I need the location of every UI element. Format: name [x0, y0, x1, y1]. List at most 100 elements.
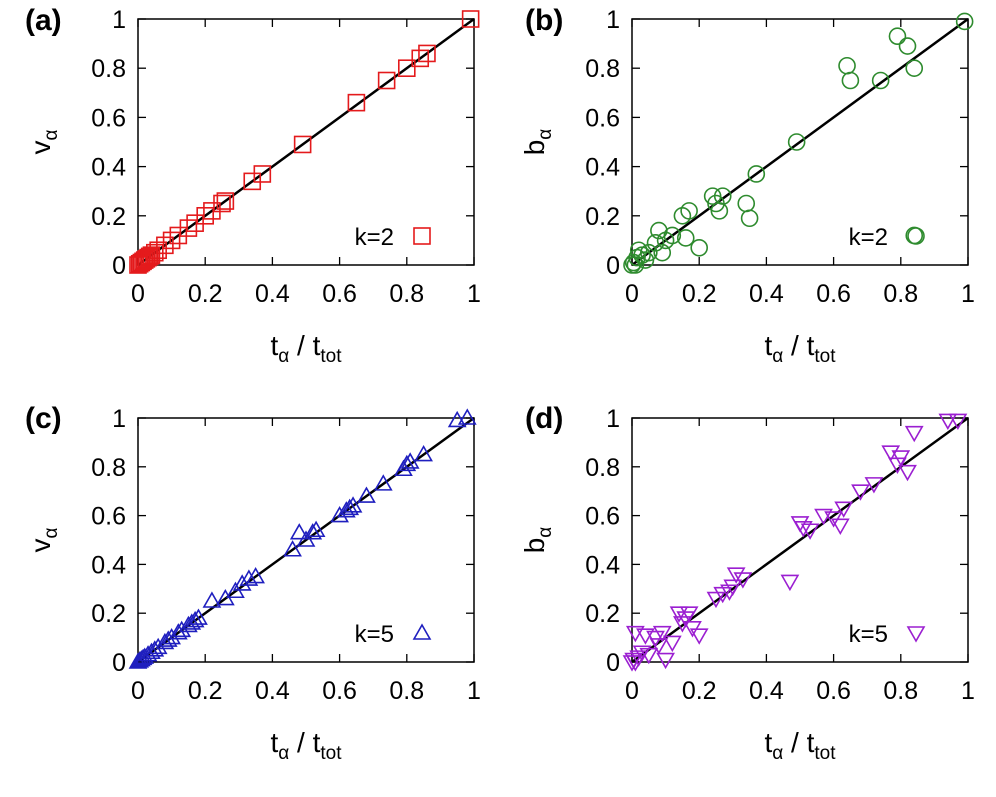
- data-point: [202, 591, 222, 608]
- y-tick-label: 0.6: [91, 104, 126, 132]
- x-axis-label: tα / ttot: [270, 727, 342, 764]
- data-point: [461, 10, 480, 28]
- data-point: [156, 236, 174, 255]
- data-point: [656, 652, 675, 670]
- data-point: [948, 413, 968, 431]
- data-point: [632, 645, 652, 662]
- x-tick-label: 0.2: [188, 677, 223, 705]
- x-tick-label: 0.4: [255, 280, 290, 308]
- data-point: [343, 496, 363, 513]
- y-tick-label: 0: [606, 252, 620, 280]
- x-axis-label-sep: /: [783, 330, 806, 361]
- data-point: [706, 591, 726, 609]
- plot-frame: [137, 18, 475, 266]
- data-point: [397, 454, 417, 472]
- x-tick-label: 0.6: [816, 280, 851, 308]
- data-point: [196, 207, 214, 225]
- y-axis-label-main: b: [519, 140, 550, 156]
- data-point: [747, 165, 766, 183]
- y-tick-label: 0.4: [585, 154, 620, 182]
- x-axis-label-den_sub: tot: [814, 743, 836, 764]
- x-tick-label: 0: [625, 280, 639, 308]
- y-tick-label: 0.8: [585, 454, 620, 482]
- x-axis-label-main_sub: α: [278, 346, 289, 367]
- x-tick-label: 1: [961, 280, 975, 308]
- data-point: [737, 194, 756, 213]
- series-0: [623, 12, 974, 274]
- x-tick-label: 0: [131, 677, 145, 705]
- x-tick-label: 0.8: [389, 280, 424, 308]
- y-tick-label: 0.2: [585, 203, 620, 231]
- y-tick-label: 0.6: [585, 104, 620, 132]
- panel-c: (c)0 0.2 0.4 0.6 0.8 100.20.40.60.81k=5tα / t…: [25, 402, 481, 764]
- data-point: [793, 520, 813, 538]
- panel-b: (b)0 0.2 0.4 0.6 0.8 100.20.40.60.81k=2tα / t…: [519, 4, 975, 367]
- data-point: [652, 625, 672, 643]
- data-point: [239, 569, 259, 586]
- data-point: [838, 56, 856, 75]
- data-point: [851, 484, 870, 501]
- data-point: [653, 243, 672, 262]
- data-point: [347, 93, 366, 112]
- y-axis-label-main_sub: α: [535, 129, 556, 140]
- panel-d: (d)0 0.2 0.4 0.6 0.8 100.20.40.60.81k=5tα / t…: [519, 402, 975, 764]
- y-axis-label-main: v: [25, 538, 56, 552]
- data-point: [133, 648, 153, 666]
- data-point: [830, 518, 850, 535]
- panel-letter: (d): [525, 402, 563, 435]
- y-axis-label: bα: [519, 527, 556, 554]
- y-tick-label: 0.4: [91, 551, 126, 579]
- data-point: [155, 632, 175, 650]
- data-point: [232, 574, 252, 591]
- data-point: [669, 606, 689, 623]
- data-point: [689, 628, 709, 645]
- data-point: [723, 579, 743, 596]
- data-point: [306, 520, 326, 538]
- y-axis-label-main: v: [25, 140, 56, 154]
- y-axis-label-group: bα: [519, 527, 556, 554]
- data-point: [834, 501, 854, 518]
- data-point: [898, 37, 917, 55]
- data-point: [905, 59, 924, 77]
- data-point: [663, 226, 682, 245]
- x-axis-label-main: t: [764, 330, 772, 361]
- y-tick-label: 1: [112, 6, 126, 34]
- y-tick-label: 1: [606, 6, 620, 34]
- y-axis-label-group: vα: [25, 527, 62, 552]
- data-point: [373, 474, 393, 491]
- x-axis-label: tα / ttot: [764, 727, 836, 764]
- x-tick-label: 0.8: [389, 677, 424, 705]
- data-point: [713, 187, 732, 205]
- x-axis-label-den: t: [807, 727, 815, 758]
- data-point: [397, 59, 416, 78]
- y-tick-label: 0.6: [585, 503, 620, 531]
- x-tick-label: 0.2: [188, 280, 223, 308]
- y-tick-label: 0.6: [91, 503, 126, 531]
- y-axis-label: vα: [25, 129, 62, 154]
- y-tick-label: 0.8: [585, 55, 620, 83]
- legend-label: k=2: [849, 224, 888, 251]
- x-tick-label: 1: [961, 677, 975, 705]
- data-point: [162, 231, 181, 250]
- legend-marker: [413, 227, 431, 245]
- x-tick-label: 0.8: [883, 677, 918, 705]
- data-point: [864, 477, 884, 494]
- data-point: [130, 651, 150, 668]
- data-point: [841, 71, 860, 90]
- data-point: [182, 613, 202, 630]
- data-point: [142, 246, 161, 264]
- y-tick-label: 0: [112, 252, 126, 280]
- y-axis-label-group: bα: [519, 129, 556, 156]
- reference-line: [631, 416, 969, 664]
- data-point: [253, 165, 272, 183]
- data-point: [377, 71, 396, 90]
- x-tick-label: 0.2: [682, 280, 717, 308]
- x-axis-label-main_sub: α: [772, 743, 783, 764]
- x-axis-label: tα / ttot: [764, 330, 836, 367]
- x-axis-label-sep: /: [783, 727, 806, 758]
- plot-frame: [631, 18, 969, 266]
- data-point: [733, 572, 753, 589]
- data-point: [680, 202, 698, 220]
- y-tick-label: 0.2: [91, 600, 126, 628]
